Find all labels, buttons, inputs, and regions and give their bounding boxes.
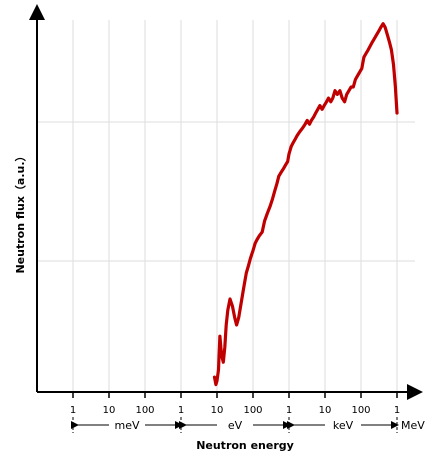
x-tick-label: 1 bbox=[70, 405, 76, 416]
x-tick-label: 10 bbox=[319, 405, 332, 416]
unit-bands: meV eV keV MeV bbox=[71, 417, 425, 433]
x-tick-label: 10 bbox=[211, 405, 224, 416]
unit-band-label: meV bbox=[114, 419, 139, 432]
x-tick-label: 100 bbox=[351, 405, 370, 416]
unit-band-label: eV bbox=[228, 419, 243, 432]
x-tick-label: 10 bbox=[103, 405, 116, 416]
flux-series-line bbox=[212, 22, 399, 387]
series-layer bbox=[212, 22, 399, 387]
axes bbox=[29, 4, 423, 400]
x-ticks: 1 10 100 1 10 100 1 10 100 1 bbox=[70, 392, 400, 416]
x-tick-label: 1 bbox=[394, 405, 400, 416]
x-axis-title: Neutron energy bbox=[196, 439, 294, 452]
y-axis-title: Neutron flux（a.u.） bbox=[14, 150, 27, 273]
x-tick-label: 1 bbox=[178, 405, 184, 416]
x-tick-label: 100 bbox=[135, 405, 154, 416]
grid-lines bbox=[37, 20, 415, 392]
unit-band-label: MeV bbox=[401, 419, 425, 432]
unit-band-label: keV bbox=[333, 419, 354, 432]
x-tick-label: 100 bbox=[243, 405, 262, 416]
x-tick-label: 1 bbox=[286, 405, 292, 416]
